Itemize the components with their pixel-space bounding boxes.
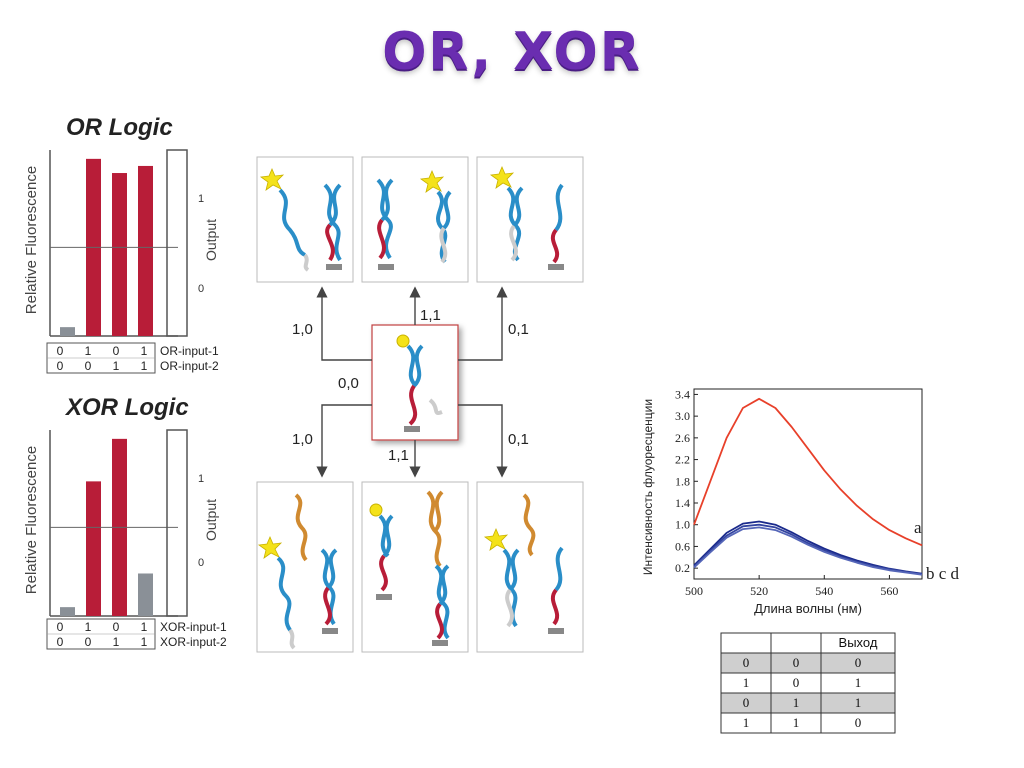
spectrum-line-c: [693, 523, 923, 575]
arrow-label-10-bottom: 1,0: [292, 431, 313, 448]
xor-bar-1: [86, 481, 101, 616]
truth-table-cell: 0: [743, 655, 750, 670]
xor-output-box: [166, 429, 188, 617]
spectrum-x-tick-label: 560: [880, 584, 898, 598]
spectrum-lines: [693, 397, 923, 576]
panel-bottom-left: [256, 481, 354, 653]
or-ylabel: Relative Fluorescence: [23, 166, 40, 314]
spectrum-y-tick-label: 2.2: [675, 453, 690, 467]
spectrum-x-tick-label: 540: [815, 584, 833, 598]
panel-top-middle: [361, 156, 469, 283]
spectrum-y-tick-label: 3.4: [675, 387, 690, 401]
spectrum-y-tick-label: 1.0: [675, 518, 690, 532]
slide-title: OR, XOR: [382, 22, 642, 82]
spectrum-y-tick-label: 3.0: [675, 409, 690, 423]
xor-input1-label: XOR-input-1: [160, 620, 227, 634]
center-label: 0,0: [338, 375, 359, 392]
xor-input-table: 0 1 0 10 0 1 1 XOR-input-1 XOR-input-2: [46, 618, 227, 650]
xor-input1-cell: 1: [141, 620, 148, 634]
or-input1-cell: 1: [141, 344, 148, 358]
xor-ylabel: Relative Fluorescence: [23, 446, 40, 594]
xor-input2-cell: 1: [141, 635, 148, 649]
arrow-label-11-top: 1,1: [420, 307, 441, 324]
spectrum-frame: [693, 388, 923, 580]
spectrum-xlabel: Длина волны (нм): [754, 601, 862, 616]
spectrum-x-tick-label: 500: [685, 584, 703, 598]
or-input1-cell: 1: [85, 344, 92, 358]
spectrum-ylabel: Интенсивность флуоресценции: [641, 399, 655, 575]
spectrum-x-ticks: 500 520 540 560: [685, 575, 898, 598]
xor-output-tick-1: 1: [198, 473, 204, 485]
xor-input1-cell: 0: [113, 620, 120, 634]
or-input2-cell: 0: [85, 359, 92, 373]
xor-input1-cell: 1: [85, 620, 92, 634]
xor-output-label: Output: [203, 499, 219, 541]
spectrum-line-d: [693, 526, 923, 576]
truth-table-cell: 0: [793, 655, 800, 670]
or-output-box: [166, 149, 188, 337]
fluorescence-spectrum-chart: Интенсивность флуоресценции 0.2 0.6 1.0 1.4…: [641, 387, 960, 616]
or-bar-chart: Relative Fluorescence 1 0 Output: [23, 149, 219, 337]
truth-table-cell: 1: [855, 695, 862, 710]
or-output-tick-1: 1: [198, 193, 204, 205]
truth-table-header: Выход: [839, 635, 878, 650]
spectrum-y-tick-label: 1.8: [675, 474, 690, 488]
spectrum-y-tick-label: 2.6: [675, 431, 690, 445]
or-bar-3: [138, 165, 153, 336]
truth-table-cell: 0: [743, 695, 750, 710]
spectrum-y-ticks: 0.2 0.6 1.0 1.4 1.8 2.2 2.6 3.0 3.4: [675, 387, 698, 575]
or-input2-cell: 1: [141, 359, 148, 373]
or-output-tick-0: 0: [198, 283, 204, 295]
truth-table-cell: 1: [743, 675, 750, 690]
truth-table-cell: 1: [793, 695, 800, 710]
spectrum-x-tick-label: 520: [750, 584, 768, 598]
xor-chart-title: XOR Logic: [66, 394, 189, 421]
xor-bar-0: [60, 607, 75, 616]
arrow-label-01-bottom: 0,1: [508, 431, 529, 448]
spectrum-line-a: [693, 397, 923, 547]
series-label-bcd: b c d: [926, 564, 960, 583]
arrow-01-top: [458, 286, 508, 361]
or-input1-label: OR-input-1: [160, 344, 219, 358]
or-input-table: 0 1 0 10 0 1 1 OR-input-1 OR-input-2: [46, 342, 219, 374]
arrow-label-11-bottom: 1,1: [388, 447, 409, 464]
xor-truth-table: Выход 0 0 0 1 0 1 0 1 1 1 1 0: [720, 632, 896, 734]
truth-table-cell: 1: [793, 715, 800, 730]
spectrum-y-tick-label: 0.6: [675, 539, 690, 553]
arrow-01-bottom: [458, 404, 508, 478]
or-input2-cell: 0: [57, 359, 64, 373]
truth-table-cell: 0: [855, 715, 862, 730]
truth-table-cell: 1: [855, 675, 862, 690]
or-input1-cell: 0: [57, 344, 64, 358]
arrow-label-10-top: 1,0: [292, 321, 313, 338]
or-input2-label: OR-input-2: [160, 359, 219, 373]
or-chart-title: OR Logic: [66, 114, 173, 141]
or-bar-2: [112, 173, 127, 336]
xor-input2-cell: 0: [57, 635, 64, 649]
or-output-label: Output: [203, 219, 219, 261]
truth-table-cell: 0: [855, 655, 862, 670]
or-input1-cell: 0: [113, 344, 120, 358]
xor-bar-chart: Relative Fluorescence 1 0 Output: [23, 429, 219, 617]
spectrum-y-tick-label: 0.2: [675, 561, 690, 575]
arrow-10-bottom: [316, 404, 372, 478]
xor-input1-cell: 0: [57, 620, 64, 634]
xor-output-tick-0: 0: [198, 557, 204, 569]
or-input2-cell: 1: [113, 359, 120, 373]
arrow-10-top: [316, 286, 372, 361]
truth-table-cell: 0: [793, 675, 800, 690]
xor-input2-label: XOR-input-2: [160, 635, 227, 649]
truth-table-cell: 1: [743, 715, 750, 730]
spectrum-y-tick-label: 1.4: [675, 496, 690, 510]
xor-bar-3: [138, 573, 153, 616]
series-label-a: a: [914, 518, 922, 537]
or-bar-0: [60, 327, 75, 336]
arrow-label-01-top: 0,1: [508, 321, 529, 338]
dna-logic-diagram: 1,0 1,1 0,1 0,0 1,0 1,1 0,1: [256, 156, 584, 653]
xor-input2-cell: 1: [113, 635, 120, 649]
xor-input2-cell: 0: [85, 635, 92, 649]
panel-bottom-right: [476, 481, 584, 653]
